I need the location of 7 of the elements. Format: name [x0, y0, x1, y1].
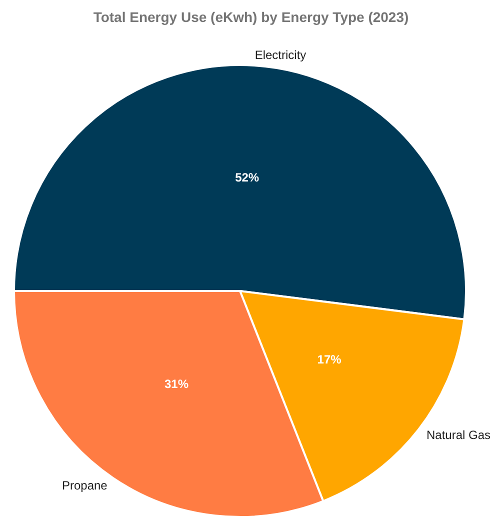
chart-title: Total Energy Use (eKwh) by Energy Type (2023) [93, 8, 409, 25]
slice-label: Propane [62, 478, 108, 493]
data-label: 17% [317, 352, 342, 367]
data-label: 31% [164, 376, 189, 391]
data-label: 52% [235, 170, 260, 185]
slice-label: Electricity [254, 48, 306, 62]
slice-label: Natural Gas [426, 428, 491, 442]
